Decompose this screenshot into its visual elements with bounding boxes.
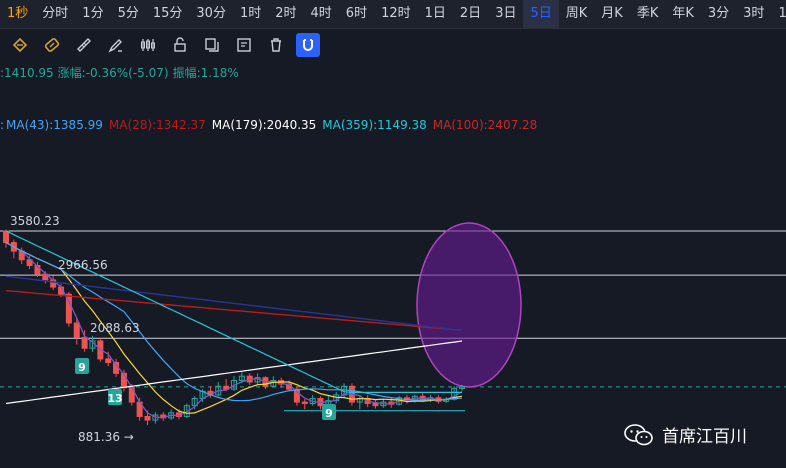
candle-body [3, 230, 9, 244]
price-label-3: 881.36 → [78, 430, 134, 444]
ma43-label: MA(43):1385.99 [6, 118, 103, 132]
candle-body [238, 375, 245, 382]
change-value: 涨幅:-0.36%(-5.07) [57, 66, 169, 80]
candle-body [26, 259, 33, 267]
candle-body [34, 265, 41, 275]
ma-line-purple [5, 241, 463, 419]
timeframe-tab-13[interactable]: 3日 [495, 6, 517, 21]
magnet-icon[interactable] [296, 33, 320, 57]
td-marker-0: 9 [78, 361, 86, 374]
timeframe-tab-6[interactable]: 1时 [239, 6, 262, 21]
td-marker-box-0 [75, 358, 89, 374]
timeframe-tab-15[interactable]: 周K [565, 6, 588, 21]
timeframe-tab-11[interactable]: 1日 [424, 6, 446, 21]
price-label-2: 2088.63 [90, 321, 140, 335]
ma179-label: MA(179):2040.35 [211, 118, 317, 132]
timeframe-tab-1[interactable]: 分时 [42, 6, 69, 21]
ma-cut-prefix: : [0, 118, 5, 132]
timeframe-tab-21[interactable]: 10分 [778, 6, 786, 21]
ruler-icon[interactable] [72, 33, 96, 57]
candle-body [301, 401, 308, 405]
candle-body [293, 388, 300, 403]
timeframe-tab-3[interactable]: 5分 [117, 6, 139, 21]
ma100-label: MA(100):2407.28 [432, 118, 538, 132]
timeframe-tab-19[interactable]: 3分 [707, 6, 730, 21]
ma359-label: MA(359):1149.38 [322, 118, 427, 132]
td-marker-2: 9 [325, 407, 333, 420]
ma28-line [5, 290, 463, 331]
ma28-label: MA(28):1342.37 [108, 118, 206, 132]
price-stats: :1410.95 涨幅:-0.36%(-5.07) 振幅:1.18% [0, 64, 243, 81]
bars-icon[interactable] [136, 33, 160, 57]
timeframe-tab-12[interactable]: 2日 [459, 6, 482, 21]
candle-body [81, 336, 88, 349]
timeframe-tab-4[interactable]: 15分 [152, 6, 183, 21]
drawing-toolbar [0, 29, 786, 61]
candle-body [105, 358, 112, 364]
candle-body [191, 397, 198, 407]
candle-body [223, 385, 230, 390]
ma359-line [5, 230, 462, 393]
timeframe-tab-18[interactable]: 年K [672, 6, 694, 21]
trash-icon[interactable] [264, 33, 288, 57]
candle-body [73, 322, 80, 338]
candle-body [183, 405, 190, 417]
price-label-1: 2966.56 [58, 258, 108, 272]
timeframe-bar: 1秒 分时 1分 5分 15分 30分 1时 2时 4时 6时 12时 1日 2日 3日 5日 周K 月K 季K 年… [0, 0, 786, 29]
note-icon[interactable] [232, 33, 256, 57]
candle-body [65, 293, 72, 324]
candle-body [42, 273, 49, 281]
td-marker-1: 13 [107, 392, 122, 405]
measure-icon[interactable] [40, 33, 64, 57]
timeframe-tab-0[interactable]: 1秒 [7, 6, 29, 21]
amplitude-value: 振幅:1.18% [172, 66, 239, 80]
watermark: 首席江百川 [624, 422, 747, 447]
highlight-ellipse [416, 222, 522, 388]
wechat-icon [624, 423, 653, 445]
lock-icon[interactable] [168, 33, 192, 57]
candle-body [459, 386, 465, 389]
timeframe-tab-9[interactable]: 6时 [345, 6, 368, 21]
timeframe-tab-14[interactable]: 5日 [523, 0, 559, 28]
crosshair-icon[interactable] [8, 33, 32, 57]
price-label-0: 3580.23 [10, 214, 60, 228]
watermark-text: 首席江百川 [662, 427, 747, 447]
ma100-line [5, 275, 463, 332]
timeframe-tab-5[interactable]: 30分 [196, 6, 226, 21]
timeframe-tab-8[interactable]: 4时 [310, 6, 332, 21]
close-price: :1410.95 [0, 66, 54, 80]
timeframe-tab-17[interactable]: 季K [636, 6, 659, 21]
candle-body [144, 415, 151, 421]
timeframe-tab-16[interactable]: 月K [601, 6, 623, 21]
ma179-line [5, 340, 463, 405]
ma-legend: : MA(43):1385.99 MA(28):1342.37 MA(179):204… [0, 118, 543, 132]
timeframe-tab-2[interactable]: 1分 [82, 6, 104, 21]
candle-body [372, 403, 379, 407]
candlestick-chart[interactable]: 3580.23 2966.56 2088.63 881.36 → 9 13 9 [0, 70, 786, 468]
td-marker-box-2 [322, 404, 336, 420]
brush-icon[interactable] [104, 33, 128, 57]
copy-icon[interactable] [200, 33, 224, 57]
td-marker-box-1 [108, 389, 122, 405]
timeframe-tab-20[interactable]: 3时 [743, 6, 765, 21]
timeframe-tab-10[interactable]: 12时 [381, 6, 411, 21]
timeframe-tab-7[interactable]: 2时 [275, 6, 297, 21]
